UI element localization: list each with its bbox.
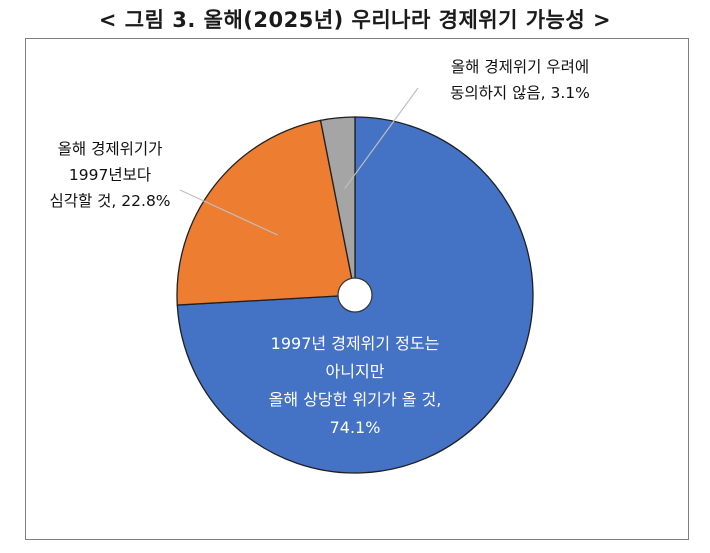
slice-label-line: 올해 경제위기 우려에 [450,58,590,76]
slice-label-crisis-not-1997: 1997년 경제위기 정도는 아니지만 올해 상당한 위기가 올 것, 74.1… [240,330,470,442]
slice-label-line: 올해 경제위기가 [57,140,163,158]
slice-label-line: 아니지만 [325,362,385,381]
pie-slice-disagree [319,116,356,296]
chart-title: < 그림 3. 올해(2025년) 우리나라 경제위기 가능성 > [98,8,612,32]
slice-label-line: 1997년 경제위기 정도는 [270,334,440,353]
slice-label-line: 74.1% [329,418,381,437]
slice-label-line: 심각할 것, 22.8% [49,192,171,210]
slice-label-disagree: 올해 경제위기 우려에 동의하지 않음, 3.1% [410,54,630,106]
slice-label-line: 올해 상당한 위기가 올 것, [268,390,442,409]
pie-slice-worse-than-1997 [176,119,356,306]
slice-label-line: 1997년보다 [68,166,152,184]
slice-label-line: 동의하지 않음, 3.1% [450,84,590,102]
slice-label-worse-than-1997: 올해 경제위기가 1997년보다 심각할 것, 22.8% [30,136,190,214]
leader-line-disagree [344,87,419,190]
leader-line-worse-than-1997 [179,189,278,236]
